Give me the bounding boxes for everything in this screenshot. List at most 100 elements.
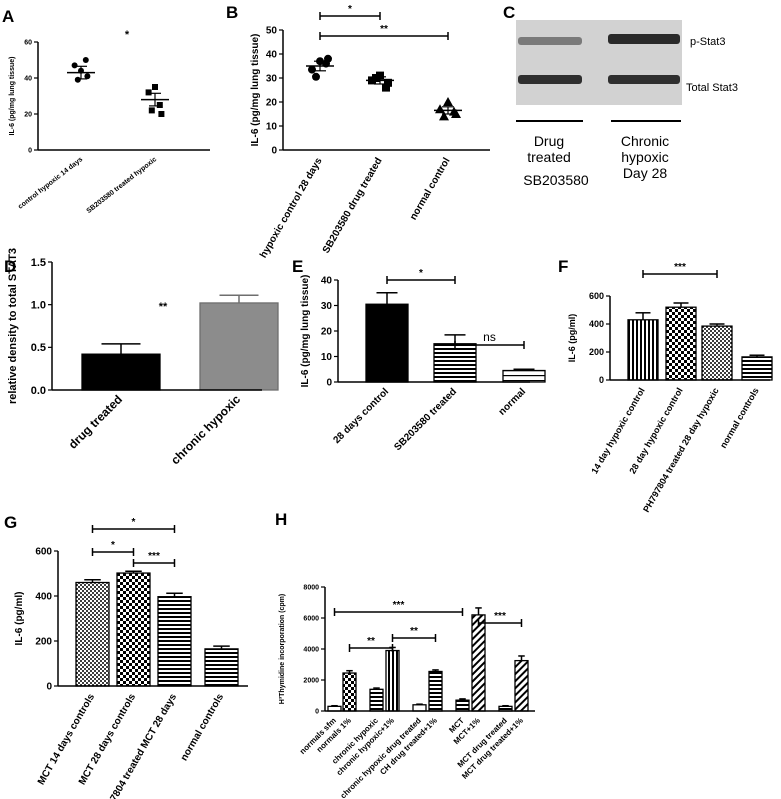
y-tick-label: 10	[321, 352, 333, 363]
panel-label-c: C	[503, 3, 515, 22]
blot-label-p-stat3: p-Stat3	[690, 36, 725, 48]
blot-group1-line2: treated	[527, 149, 571, 165]
significance-label: ***	[393, 600, 405, 611]
bar	[75, 581, 110, 687]
chart-a: 0 20 40 60 IL-6 (pg/mg lung tissue) control h…	[9, 29, 210, 215]
panel-label-f: F	[558, 257, 568, 276]
y-axis-title: IL-6 (pg/mg lung tissue)	[300, 275, 311, 388]
chart-e: 0 10 20 30 40 IL-6 (pg/mg lung tissue) 28 days…	[300, 268, 546, 453]
significance-label: *	[348, 4, 352, 15]
panel-label-g: G	[4, 513, 17, 532]
y-tick-label: 4000	[303, 646, 319, 653]
y-tick-label: 600	[589, 291, 604, 301]
panel-label-e: E	[292, 257, 303, 276]
y-tick-label: 50	[266, 26, 278, 37]
y-axis-title: IL-6 (pg/mg lung tissue)	[250, 34, 261, 147]
y-tick-label: 200	[35, 637, 52, 648]
x-tick-label: SB203580 drug treated	[321, 156, 385, 255]
x-tick-label: hypoxic control 28 days	[258, 156, 325, 261]
y-tick-label: 600	[35, 547, 52, 558]
data-point	[152, 84, 158, 90]
y-axis-title: IL-6 (pg/ml)	[14, 592, 25, 646]
y-tick-label: 2000	[303, 677, 319, 684]
data-point	[145, 89, 152, 96]
significance-label: **	[159, 301, 168, 313]
data-point	[372, 74, 380, 82]
bar	[502, 369, 546, 383]
chart-h: 0 2000 4000 6000 8000 H³Thymidine incorporati…	[279, 584, 535, 799]
x-tick-label: control hypoxic 14 days	[17, 156, 84, 211]
bar	[369, 688, 384, 712]
blot-label-total-stat3: Total Stat3	[686, 82, 738, 94]
x-tick-label: SB203580 treated hypoxic	[86, 156, 159, 215]
bar	[471, 614, 486, 712]
significance-label: *	[419, 268, 423, 279]
bar	[412, 704, 427, 712]
blot-group2-line1: Chronic	[621, 133, 669, 149]
y-tick-label: 20	[24, 111, 32, 118]
y-tick-label: 0.5	[31, 342, 46, 354]
significance-label: *	[132, 517, 136, 528]
significance-label: ns	[483, 330, 496, 344]
x-tick-label: normal control	[408, 156, 453, 222]
y-axis-title: IL-6 (pg/mg lung tissue)	[9, 57, 16, 136]
y-tick-label: 40	[24, 75, 32, 82]
y-tick-label: 30	[321, 301, 333, 312]
data-point	[382, 83, 390, 92]
y-tick-label: 60	[24, 39, 32, 46]
y-axis-title: H³Thymidine incorporation (cpm)	[279, 594, 286, 704]
y-tick-label: 20	[321, 327, 333, 338]
blot-membrane	[516, 20, 682, 105]
significance-label: ***	[674, 262, 686, 273]
bar	[428, 670, 443, 712]
x-tick-label: PH797804 treated 28 day hypoxic	[641, 386, 721, 514]
x-tick-label: 28 days control	[331, 386, 391, 446]
bar	[741, 356, 773, 381]
blot-group1-line3: SB203580	[523, 172, 589, 188]
y-tick-label: 1.5	[31, 257, 46, 269]
x-tick-label: drug treated	[66, 392, 125, 451]
blot-group1-line1: Drug	[534, 133, 564, 149]
bar	[433, 343, 477, 383]
bar	[199, 302, 279, 391]
panel-label-a: A	[2, 7, 14, 26]
bar	[665, 306, 697, 381]
blot-band-top-left	[518, 37, 582, 45]
significance-label: *	[125, 29, 130, 41]
y-axis-title: IL-6 (pg/ml)	[567, 314, 577, 363]
western-blot: p-Stat3 Total Stat3 Drug treated SB20358…	[516, 20, 738, 188]
data-point	[451, 109, 461, 118]
x-tick-label: SB203580 treated	[392, 386, 459, 453]
bar	[157, 596, 192, 687]
chart-b: 0 10 20 30 40 50 IL-6 (pg/mg lung tissue) hypox…	[250, 4, 490, 260]
significance-label: ***	[494, 611, 506, 622]
y-tick-label: 1.0	[31, 300, 46, 312]
y-axis-title: relative density to total STAT3	[7, 248, 19, 404]
x-tick-label: normal	[497, 386, 529, 418]
y-tick-label: 0.0	[31, 385, 46, 397]
blot-band-bottom-left	[518, 75, 582, 84]
y-tick-label: 0	[326, 378, 332, 389]
y-tick-label: 40	[321, 276, 333, 287]
y-tick-label: 0	[28, 147, 32, 154]
significance-label: *	[111, 540, 115, 551]
bar	[342, 672, 357, 712]
y-tick-label: 0	[315, 708, 319, 715]
data-point	[312, 72, 320, 81]
y-tick-label: 400	[589, 319, 604, 329]
y-tick-label: 0	[271, 146, 277, 157]
significance-label: **	[367, 636, 375, 647]
data-point	[439, 111, 449, 121]
y-tick-label: 20	[266, 98, 278, 109]
bar	[455, 699, 470, 712]
x-tick-label: normal controls	[179, 692, 227, 763]
bar	[81, 353, 161, 391]
blot-band-top-right	[608, 34, 680, 44]
data-point	[384, 78, 392, 87]
bar	[116, 572, 151, 687]
y-tick-label: 8000	[303, 584, 319, 591]
data-point	[74, 76, 81, 83]
